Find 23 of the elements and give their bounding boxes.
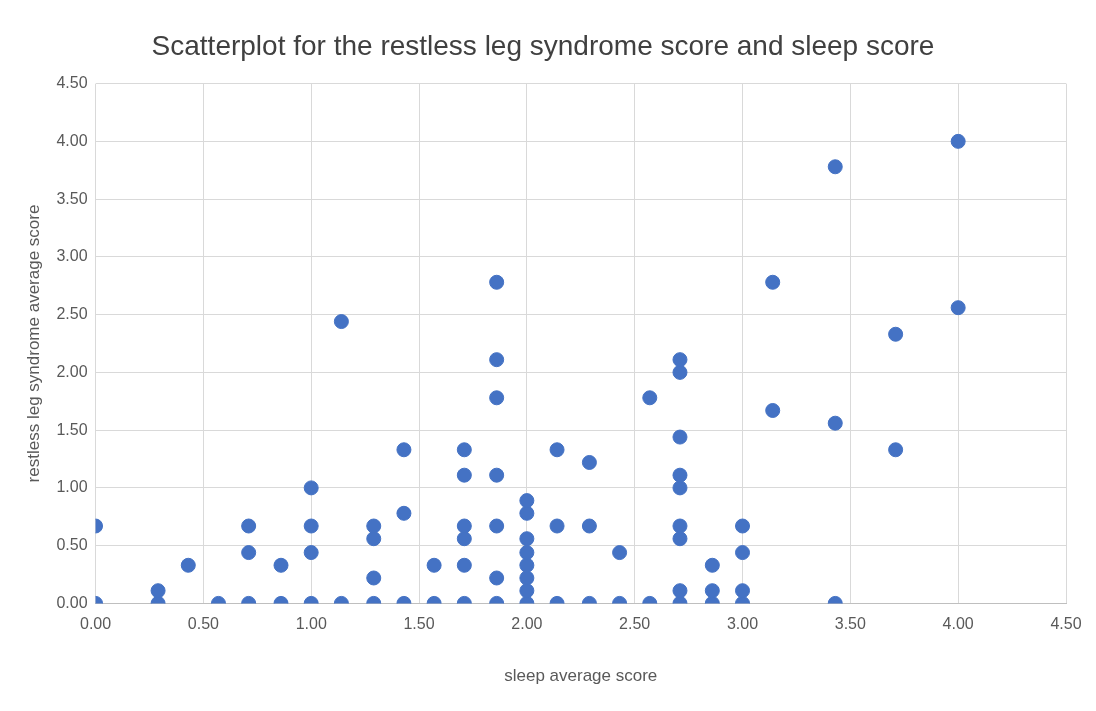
chart-title: Scatterplot for the restless leg syndrome score and sleep score [151, 29, 935, 61]
x-tick-label: 3.00 [726, 615, 759, 633]
x-tick-label: 0.50 [187, 615, 220, 633]
y-tick-label: 2.00 [56, 362, 88, 380]
y-tick-label: 3.00 [56, 247, 88, 265]
y-tick-label: 1.50 [56, 420, 88, 438]
y-tick-label: 4.00 [56, 131, 88, 149]
y-tick-label: 0.00 [56, 593, 88, 611]
y-tick-label: 1.00 [56, 478, 88, 496]
x-tick-label: 1.00 [295, 615, 327, 633]
x-tick-label: 4.00 [942, 615, 974, 633]
y-tick-label: 0.50 [56, 536, 88, 554]
x-axis-title: sleep average score [504, 666, 658, 686]
x-tick-label: 2.50 [619, 615, 651, 633]
x-tick-label: 4.50 [1050, 615, 1082, 633]
y-tick-label: 3.50 [56, 189, 88, 207]
x-tick-label: 2.00 [511, 615, 543, 633]
y-tick-label: 2.50 [56, 305, 88, 323]
y-axis-title: restless leg syndrome average score [23, 204, 43, 483]
y-tick-label: 4.50 [56, 74, 88, 92]
x-tick-label: 0.00 [79, 615, 112, 633]
x-tick-label: 3.50 [834, 615, 867, 633]
x-tick-label: 1.50 [403, 615, 435, 633]
